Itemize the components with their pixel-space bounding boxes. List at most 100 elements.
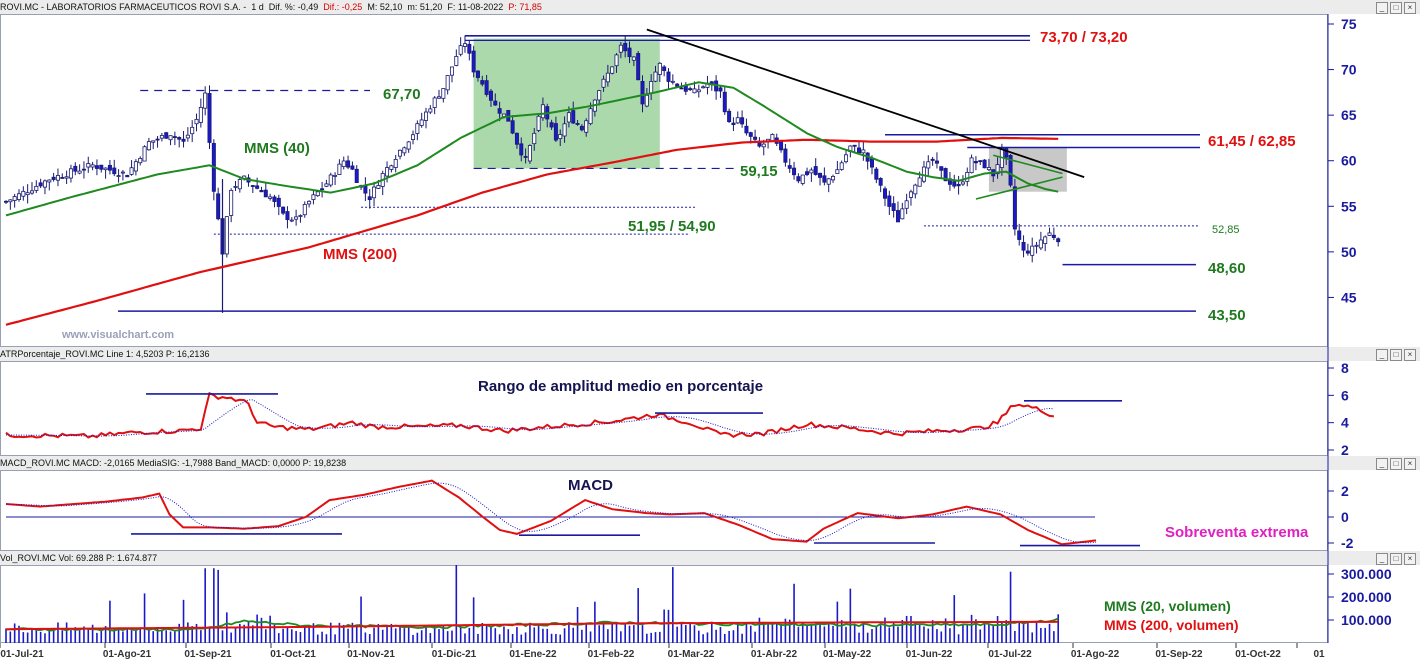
candle-body (904, 200, 909, 209)
candle-body (367, 196, 372, 200)
candle-body (125, 175, 130, 178)
candle-body (761, 143, 766, 148)
candle-body (523, 156, 528, 158)
candle-body (8, 199, 13, 203)
candle-body (484, 80, 489, 95)
candle-body (1043, 236, 1048, 244)
downtrend-line (646, 28, 1085, 178)
candle-body (1004, 148, 1009, 158)
candle-body (917, 177, 922, 187)
mms40-label: MMS (40) (244, 140, 310, 157)
candle-body (748, 132, 753, 137)
candle-body (281, 206, 286, 214)
candle-body (25, 192, 30, 196)
candle-body (900, 208, 905, 220)
candle-body (428, 108, 433, 113)
candle-body (77, 170, 82, 174)
date-label: F: 11-08-2022 (447, 2, 504, 12)
atr-panel-frame (0, 361, 1328, 456)
candle-body (826, 178, 831, 185)
candle-body (337, 163, 342, 175)
date-axis-label: 01-Ene-22 (509, 649, 557, 660)
candle-body (194, 118, 199, 125)
candle-body (584, 120, 589, 133)
candle-body (1025, 250, 1030, 254)
minimize-icon[interactable]: _ (1376, 553, 1388, 565)
close-icon[interactable]: × (1404, 553, 1416, 565)
candle-body (969, 157, 974, 174)
maximize-icon[interactable]: □ (1390, 349, 1402, 361)
candle-body (47, 179, 52, 183)
atr-line (5, 391, 1055, 439)
close-icon[interactable]: × (1404, 458, 1416, 470)
candle-body (1034, 244, 1039, 247)
candle-body (73, 165, 78, 172)
maximize-icon[interactable]: □ (1390, 458, 1402, 470)
candle-body (926, 161, 931, 169)
candle-body (467, 43, 472, 54)
candle-body (939, 166, 944, 171)
candle-body (259, 189, 264, 193)
candle-body (60, 177, 65, 179)
candle-body (822, 175, 827, 183)
candle-body (99, 164, 104, 170)
candle-body (610, 66, 615, 74)
candle-body (1056, 238, 1061, 243)
maximize-icon[interactable]: □ (1390, 553, 1402, 565)
candle-body (116, 175, 121, 177)
price-axis-label: 75 (1341, 16, 1357, 32)
candle-body (198, 106, 203, 123)
maximize-icon[interactable]: □ (1390, 2, 1402, 14)
triangle-lines (975, 154, 1063, 200)
candle-body (792, 167, 797, 176)
candle-body (272, 196, 277, 202)
candle-body (731, 122, 736, 126)
candle-body (333, 174, 338, 177)
candle-body (415, 123, 420, 134)
close-icon[interactable]: × (1404, 349, 1416, 361)
atr-axis-label: 4 (1341, 415, 1349, 431)
date-axis-label: 01-Ago-22 (1071, 649, 1120, 660)
candle-body (190, 126, 195, 135)
candle-body (566, 112, 571, 123)
candle-body (960, 181, 965, 185)
candle-body (289, 219, 294, 222)
candle-body (1008, 154, 1013, 186)
candle-body (324, 183, 329, 187)
candle-body (411, 134, 416, 140)
candle-body (133, 161, 138, 172)
date-axis-label: 01-Feb-22 (588, 649, 635, 660)
minimize-icon[interactable]: _ (1376, 458, 1388, 470)
candle-body (839, 162, 844, 170)
candle-body (527, 145, 532, 162)
candle-body (973, 161, 978, 164)
candle-body (1012, 186, 1017, 230)
volume-panel-header: Vol_ROVI.MC Vol: 69.288 P: 1.674.877 (0, 551, 1420, 565)
candle-body (753, 136, 758, 140)
price-axis-label: 70 (1341, 62, 1357, 78)
candle-body (346, 160, 351, 168)
minimize-icon[interactable]: _ (1376, 2, 1388, 14)
level-5915-label: 59,15 (740, 163, 778, 180)
minimize-icon[interactable]: _ (1376, 349, 1388, 361)
level-4350-label: 43,50 (1208, 307, 1246, 324)
candle-body (16, 193, 21, 201)
candle-body (64, 176, 69, 179)
close-icon[interactable]: × (1404, 2, 1416, 14)
candle-body (393, 158, 398, 168)
candle-body (519, 143, 524, 156)
candle-body (835, 169, 840, 174)
candle-body (878, 178, 883, 186)
candle-body (670, 80, 675, 83)
candle-body (142, 146, 147, 162)
candle-body (796, 176, 801, 182)
candle-body (263, 189, 268, 198)
date-axis: 01-Jul-21 01-Ago-21 01-Sep-21 01-Oct-21 01-N… (0, 643, 1325, 660)
candle-body (1051, 234, 1056, 238)
candle-body (298, 215, 303, 217)
volume-mms200-line (6, 620, 1059, 631)
candle-body (462, 43, 467, 47)
candle-body (861, 149, 866, 154)
mms40-line (5, 81, 1059, 217)
